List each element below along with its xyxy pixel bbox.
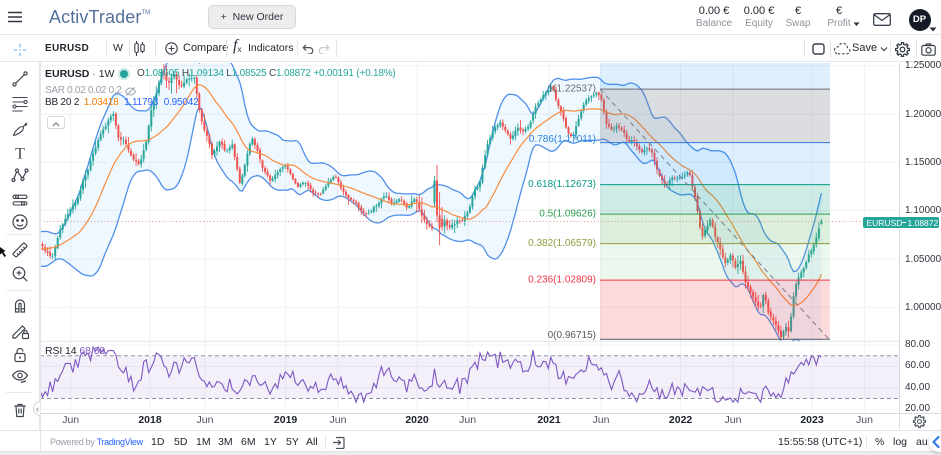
svg-text:0(0.96715): 0(0.96715) [548,330,596,341]
svg-text:0.236(1.02809): 0.236(1.02809) [528,275,596,286]
svg-text:0.382(1.06579): 0.382(1.06579) [528,238,596,249]
svg-text:T: T [15,145,25,162]
svg-text:1(1.22537): 1(1.22537) [548,84,596,95]
svg-text:0.618(1.12673): 0.618(1.12673) [528,179,596,190]
svg-text:0.5(1.09626): 0.5(1.09626) [539,209,596,220]
svg-text:0.786(1.17011): 0.786(1.17011) [529,134,596,145]
